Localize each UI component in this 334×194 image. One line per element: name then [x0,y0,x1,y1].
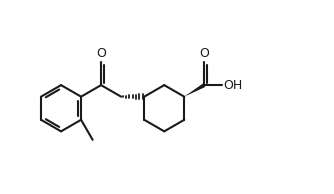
Text: OH: OH [223,79,242,92]
Text: O: O [96,47,106,60]
Text: O: O [199,47,209,60]
Polygon shape [184,83,205,97]
